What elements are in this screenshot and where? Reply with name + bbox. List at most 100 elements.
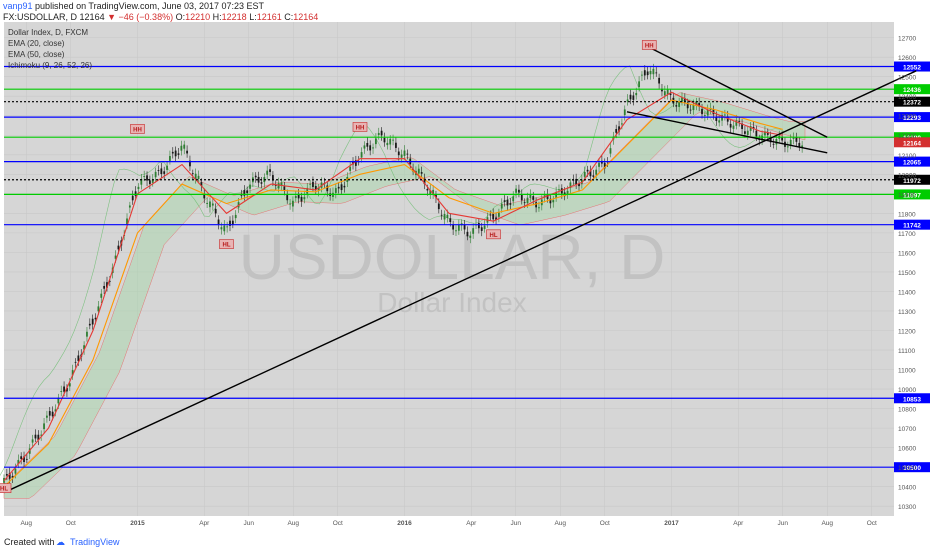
y-tick-label: 11800: [898, 211, 916, 218]
y-tick-label: 10300: [898, 504, 916, 511]
candle-body: [457, 225, 460, 231]
x-tick-label: Aug: [20, 520, 32, 527]
x-tick-label: Oct: [333, 520, 343, 527]
symbol-label: FX:USDOLLAR, D: [3, 12, 78, 22]
candle-body: [506, 199, 509, 206]
y-tick-label: 12000: [898, 172, 916, 179]
candle-body: [735, 120, 738, 126]
candle-body: [744, 131, 746, 134]
ohlc-line: FX:USDOLLAR, D 12164 ▼ −46 (−0.38%) O:12…: [3, 12, 318, 22]
candle-body: [595, 169, 598, 175]
candle-body: [706, 109, 709, 116]
candle-body: [86, 331, 88, 337]
candle-body: [88, 323, 91, 326]
candle-body: [294, 195, 297, 199]
candle-body: [343, 185, 346, 188]
candle-body: [798, 142, 801, 148]
candle-body: [495, 217, 497, 221]
candle-body: [186, 150, 188, 154]
candle-body: [106, 282, 108, 288]
level-price-label: 12293: [903, 115, 921, 122]
candle-body: [94, 317, 97, 320]
level-price-tag: [894, 84, 930, 95]
legend-title: Dollar Index, D, FXCM: [8, 28, 88, 37]
candle-body: [191, 173, 194, 175]
candle-body: [249, 184, 251, 189]
candle-body: [134, 191, 137, 196]
candle-body: [646, 71, 649, 76]
candle-body: [701, 109, 703, 115]
level-price-tag: [894, 132, 930, 143]
x-tick-label: Jun: [511, 520, 522, 527]
candle-body: [586, 169, 589, 172]
low-value: 12161: [256, 12, 282, 22]
candle-body: [31, 439, 34, 443]
candle-body: [578, 183, 580, 187]
candle-body: [157, 170, 160, 171]
candle-body: [469, 235, 472, 238]
level-price-label: 12372: [903, 100, 921, 107]
level-price-label: 12552: [903, 65, 921, 72]
candle-body: [349, 166, 352, 171]
candle-body: [240, 195, 243, 197]
candle-body: [103, 285, 106, 289]
candle-body: [766, 132, 769, 135]
candle-body: [492, 213, 495, 220]
candle-body: [146, 175, 148, 181]
level-price-tag: [894, 96, 930, 107]
price-chart[interactable]: USDOLLAR, D Dollar Index 12552 12436 12372…: [0, 22, 932, 534]
candle-body: [555, 192, 558, 198]
swing-label-box: [641, 40, 657, 50]
author-link[interactable]: vanp91: [3, 1, 33, 11]
candle-body: [23, 456, 25, 463]
candle-body: [163, 171, 166, 174]
candle-body: [312, 181, 314, 187]
candle-body: [306, 187, 309, 194]
candle-body: [243, 190, 246, 196]
candle-body: [638, 81, 640, 88]
candle-body: [721, 114, 723, 121]
candle-body: [801, 145, 804, 148]
candle-body: [14, 468, 17, 474]
open-label: O:: [175, 12, 186, 22]
swing-label-text: HL: [0, 487, 8, 493]
swing-label-box: [0, 483, 12, 493]
candle-body: [443, 214, 446, 220]
candle-body: [392, 139, 394, 141]
candle-body: [775, 138, 778, 145]
candle-body: [769, 136, 772, 143]
x-tick-label: Apr: [733, 520, 744, 527]
candle-body: [652, 68, 655, 75]
candle-body: [377, 132, 380, 135]
candle-body: [621, 123, 623, 125]
chart-area[interactable]: USDOLLAR, D Dollar Index 12552 12436 12372…: [0, 22, 932, 534]
candle-body: [309, 183, 311, 185]
candle-body: [300, 196, 303, 202]
x-tick-label: 2016: [397, 520, 412, 527]
last-price-tag: [894, 137, 930, 148]
candle-body: [603, 162, 606, 169]
level-price-tag: [894, 189, 930, 200]
candle-body: [529, 194, 532, 198]
candle-body: [535, 202, 537, 208]
legend: Dollar Index, D, FXCM EMA (20, close) EM…: [8, 28, 92, 70]
candle-body: [189, 160, 191, 167]
tradingview-link[interactable]: TradingView: [70, 537, 120, 547]
candle-body: [417, 168, 420, 174]
candle-body: [666, 89, 669, 95]
candle-body: [77, 355, 80, 362]
candle-body: [200, 182, 203, 186]
candle-body: [764, 131, 766, 136]
candle-body: [406, 153, 409, 155]
candle-body: [635, 92, 638, 96]
candle-body: [117, 245, 120, 250]
candle-body: [643, 70, 646, 76]
candle-body: [297, 193, 300, 199]
candle-body: [698, 102, 701, 107]
x-tick-label: Apr: [466, 520, 477, 527]
candle-body: [437, 203, 440, 210]
candle-body: [360, 152, 363, 158]
swing-label-text: HH: [356, 125, 365, 131]
candle-body: [51, 411, 54, 417]
candle-body: [477, 223, 480, 229]
